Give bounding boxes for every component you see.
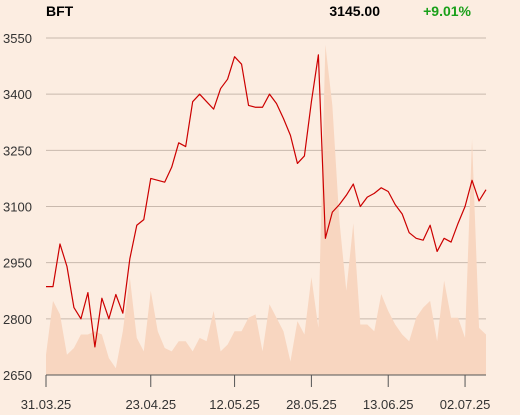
x-tick-label: 13.06.25 [363,397,414,412]
y-tick-label: 3250 [3,143,32,158]
y-tick-label: 3550 [3,31,32,46]
x-tick-label: 02.07.25 [440,397,491,412]
price-line [46,54,487,348]
volume-area-fill [46,44,486,376]
y-tick-label: 2800 [3,312,32,327]
y-tick-label: 3400 [3,87,32,102]
y-tick-label: 3100 [3,200,32,215]
x-tick-label: 12.05.25 [209,397,260,412]
ticker-symbol: BFT [46,3,74,19]
x-tick-label: 23.04.25 [125,397,176,412]
volume-area [46,44,486,376]
axes: 2650 2800 2950 3100 3250 3400 3550 31.03.25 23.0… [3,31,490,412]
price-series-line [46,54,487,348]
x-tick-label: 31.03.25 [21,397,72,412]
last-price: 3145.00 [329,3,380,19]
y-tick-label: 2950 [3,256,32,271]
x-tick-label: 28.05.25 [286,397,337,412]
price-change: +9.01% [423,3,471,19]
y-tick-label: 2650 [3,368,32,383]
